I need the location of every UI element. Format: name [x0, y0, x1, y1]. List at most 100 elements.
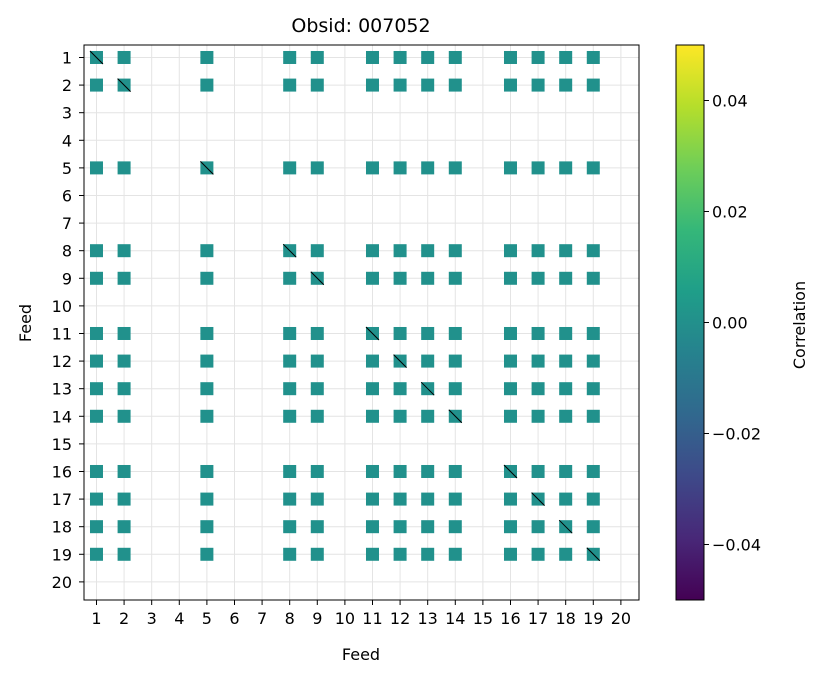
heatmap-cell: [503, 520, 517, 534]
heatmap-cell: [200, 520, 214, 534]
heatmap-cell: [393, 244, 407, 258]
diagonal-line: [117, 78, 131, 92]
heatmap-cell: [393, 161, 407, 175]
heatmap-cell: [393, 50, 407, 64]
heatmap-cell: [421, 547, 435, 561]
colorbar-tick-label: 0.00: [712, 314, 748, 333]
heatmap-cell: [586, 244, 600, 258]
heatmap-cell: [503, 161, 517, 175]
heatmap-cell: [310, 244, 324, 258]
x-tick-label: 16: [500, 609, 520, 628]
heatmap-cell: [559, 78, 573, 92]
heatmap-cell: [503, 547, 517, 561]
heatmap-cell: [365, 520, 379, 534]
heatmap-cell: [559, 409, 573, 423]
heatmap-cell: [117, 326, 131, 340]
colorbar-label: Correlation: [790, 281, 809, 369]
heatmap-cell: [283, 409, 297, 423]
heatmap-cell: [421, 492, 435, 506]
heatmap-cell: [586, 354, 600, 368]
heatmap-cell: [503, 492, 517, 506]
x-axis-label: Feed: [342, 645, 380, 664]
heatmap-cell: [393, 547, 407, 561]
heatmap-cell: [200, 78, 214, 92]
heatmap-cell: [503, 382, 517, 396]
x-tick-label: 6: [229, 609, 239, 628]
heatmap-cell: [559, 244, 573, 258]
heatmap-cell: [421, 161, 435, 175]
heatmap-cell: [421, 271, 435, 285]
heatmap-cell: [586, 520, 600, 534]
heatmap-cell: [531, 354, 545, 368]
heatmap-cell: [365, 271, 379, 285]
heatmap-cell: [200, 354, 214, 368]
heatmap-cell: [117, 492, 131, 506]
heatmap-cell: [89, 409, 103, 423]
y-tick-label: 20: [52, 573, 72, 592]
heatmap-cell: [448, 161, 462, 175]
colorbar-tick-label: −0.04: [712, 536, 761, 555]
colorbar-gradient: [675, 44, 705, 601]
colorbar: 0.04 0.02 0.00 −0.02 −0.04 Correlation: [675, 44, 809, 601]
heatmap-cell: [200, 271, 214, 285]
y-tick-label: 13: [52, 380, 72, 399]
heatmap-cell: [365, 492, 379, 506]
colorbar-tick-label: 0.04: [712, 92, 748, 111]
heatmap-cell: [586, 464, 600, 478]
heatmap-cell: [200, 382, 214, 396]
heatmap-cell: [89, 244, 103, 258]
heatmap-cell: [89, 271, 103, 285]
heatmap-cell: [89, 492, 103, 506]
heatmap-cell: [393, 271, 407, 285]
heatmap-cell: [283, 326, 297, 340]
heatmap-cell: [448, 354, 462, 368]
x-tick-label: 5: [202, 609, 212, 628]
heatmap-cell: [310, 382, 324, 396]
heatmap-cell: [365, 547, 379, 561]
heatmap-cell: [559, 492, 573, 506]
diagonal-line: [586, 547, 601, 562]
heatmap-cell: [421, 50, 435, 64]
diagonal-line: [200, 161, 214, 175]
heatmap-cell: [448, 492, 462, 506]
y-tick-label: 14: [52, 407, 72, 426]
y-tick-label: 3: [62, 104, 72, 123]
y-tick-label: 16: [52, 462, 72, 481]
x-tick-label: 2: [119, 609, 129, 628]
y-tick-label: 9: [62, 269, 72, 288]
heatmap-cells: [89, 50, 600, 561]
heatmap-cell: [531, 271, 545, 285]
heatmap-cell: [503, 354, 517, 368]
heatmap-cell: [503, 244, 517, 258]
heatmap-cell: [283, 520, 297, 534]
heatmap-cell: [393, 464, 407, 478]
y-tick-label: 15: [52, 435, 72, 454]
heatmap-cell: [393, 382, 407, 396]
x-tick-label: 15: [473, 609, 493, 628]
heatmap-cell: [448, 244, 462, 258]
heatmap-cell: [421, 78, 435, 92]
heatmap-cell: [200, 409, 214, 423]
heatmap-cell: [117, 409, 131, 423]
colorbar-ticks: 0.04 0.02 0.00 −0.02 −0.04: [704, 92, 761, 555]
diagonal-line: [531, 492, 545, 506]
heatmap-cell: [586, 50, 600, 64]
heatmap-cell: [89, 382, 103, 396]
heatmap-cell: [503, 409, 517, 423]
diagonal-line: [282, 243, 297, 258]
heatmap-cell: [421, 354, 435, 368]
heatmap-cell: [559, 50, 573, 64]
heatmap-cell: [89, 326, 103, 340]
heatmap-cell: [531, 464, 545, 478]
heatmap-cell: [283, 492, 297, 506]
x-tick-label: 9: [312, 609, 322, 628]
diagonal-line: [448, 409, 463, 424]
heatmap-cell: [310, 326, 324, 340]
heatmap-cell: [421, 409, 435, 423]
heatmap-cell: [448, 326, 462, 340]
heatmap-cell: [365, 244, 379, 258]
heatmap-cell: [448, 464, 462, 478]
heatmap-cell: [310, 354, 324, 368]
